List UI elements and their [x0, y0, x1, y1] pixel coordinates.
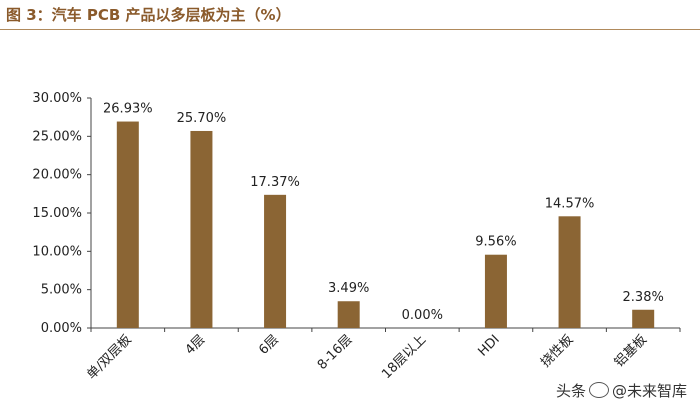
data-label: 9.56%: [475, 235, 516, 250]
y-tick-label: 25.00%: [32, 129, 82, 144]
x-tick-label: 18层以上: [379, 332, 429, 382]
x-tick-label: 8-16层: [315, 332, 356, 373]
bar: [190, 130, 213, 328]
x-tick-label: 4层: [183, 332, 209, 358]
x-tick-label: 6层: [256, 332, 282, 358]
y-tick-label: 10.00%: [32, 244, 82, 259]
y-tick-label: 15.00%: [32, 206, 82, 221]
title-rule: [0, 29, 700, 30]
bar: [264, 194, 287, 328]
bar: [558, 216, 581, 328]
data-label: 26.93%: [103, 102, 153, 117]
bar: [632, 309, 655, 328]
watermark-right-text: 未来智库: [627, 382, 688, 400]
watermark-logo-icon: [589, 382, 610, 398]
y-tick-label: 0.00%: [41, 321, 82, 336]
x-tick-label: 挠性板: [538, 332, 576, 370]
data-label: 25.70%: [177, 111, 227, 126]
x-tick-label: 铝基板: [612, 332, 650, 370]
figure-title: 图 3：汽车 PCB 产品以多层板为主（%）: [6, 6, 291, 24]
watermark-left-text: 头条: [556, 382, 587, 400]
data-label: 3.49%: [328, 281, 369, 296]
watermark: 头条 @未来智库: [556, 380, 687, 401]
y-tick-label: 30.00%: [32, 91, 82, 106]
watermark-at: @: [612, 382, 628, 400]
bar: [484, 254, 507, 328]
y-tick-label: 20.00%: [32, 168, 82, 183]
data-label: 14.57%: [545, 196, 595, 211]
bar: [116, 121, 139, 328]
data-label: 2.38%: [623, 290, 664, 305]
data-label: 0.00%: [402, 308, 443, 323]
x-tick-label: 单/双层板: [84, 332, 134, 382]
data-label: 17.37%: [250, 175, 300, 190]
bar: [337, 301, 360, 328]
y-tick-label: 5.00%: [41, 283, 82, 298]
x-tick-label: HDI: [475, 332, 502, 359]
